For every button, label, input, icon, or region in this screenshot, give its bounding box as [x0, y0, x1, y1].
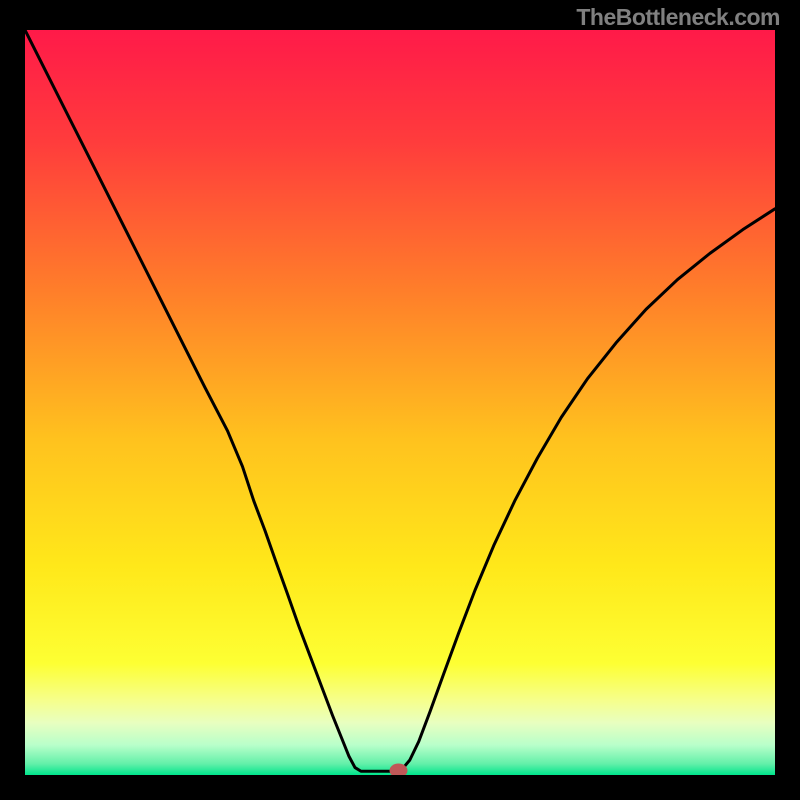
gradient-background	[25, 30, 775, 775]
watermark-text: TheBottleneck.com	[576, 4, 780, 31]
plot-area	[25, 30, 775, 775]
plot-svg	[25, 30, 775, 775]
chart-container: TheBottleneck.com	[0, 0, 800, 800]
